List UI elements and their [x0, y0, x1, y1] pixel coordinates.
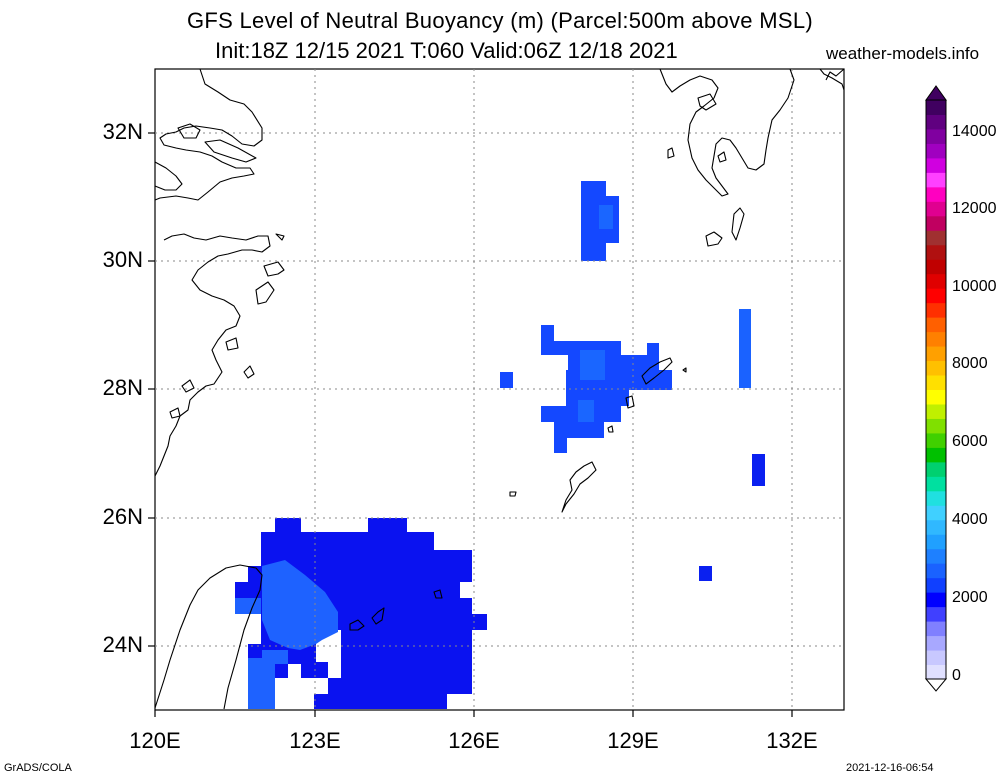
colorbar-segment — [926, 577, 946, 593]
lon-label-120e: 120E — [129, 728, 181, 753]
lon-label-132e: 132E — [766, 728, 818, 753]
buoyancy-shading — [235, 181, 765, 709]
colorbar-segment — [926, 114, 946, 130]
lon-label-123e: 123E — [289, 728, 341, 753]
footer-software: GrADS/COLA — [4, 762, 72, 774]
lat-label-28n: 28N — [102, 375, 143, 400]
site-credit: weather-models.info — [826, 44, 980, 63]
colorbar-label-10000: 10000 — [952, 278, 997, 295]
colorbar-segment — [926, 621, 946, 637]
colorbar-segment — [926, 505, 946, 521]
lat-label-32n: 32N — [102, 119, 143, 144]
colorbar-segment — [926, 128, 946, 144]
colorbar-segment — [926, 157, 946, 173]
colorbar-segment — [926, 331, 946, 347]
colorbar-label-12000: 12000 — [952, 200, 997, 217]
lat-label-30n: 30N — [102, 247, 143, 272]
colorbar-segment — [926, 288, 946, 304]
colorbar-label-2000: 2000 — [952, 589, 988, 606]
colorbar-label-6000: 6000 — [952, 433, 988, 450]
colorbar-segment — [926, 143, 946, 159]
colorbar-segment — [926, 664, 946, 680]
colorbar-segment — [926, 418, 946, 434]
lon-label-129e: 129E — [607, 728, 659, 753]
colorbar-segment — [926, 375, 946, 390]
colorbar-label-14000: 14000 — [952, 123, 997, 140]
colorbar-segment — [926, 389, 946, 405]
colorbar-segment — [926, 650, 946, 666]
lat-label-24n: 24N — [102, 632, 143, 657]
colorbar-label-8000: 8000 — [952, 355, 988, 372]
lon-label-126e: 126E — [448, 728, 500, 753]
colorbar-segment — [926, 461, 946, 477]
colorbar-segment — [926, 230, 946, 246]
colorbar-segment — [926, 563, 946, 579]
colorbar-segment — [926, 100, 946, 115]
coastlines — [154, 68, 845, 710]
colorbar-segment — [926, 360, 946, 376]
colorbar-segment — [926, 346, 946, 362]
colorbar-segment — [926, 244, 946, 260]
colorbar-label-4000: 4000 — [952, 511, 988, 528]
colorbar-segment — [926, 548, 946, 564]
colorbar-bottom-triangle — [924, 678, 948, 692]
colorbar-segment — [926, 317, 946, 333]
colorbar-segment — [926, 476, 946, 492]
footer-timestamp: 2021-12-16-06:54 — [846, 762, 934, 774]
grid-lines — [155, 69, 844, 710]
colorbar-segment — [926, 302, 946, 318]
colorbar-segment — [926, 273, 946, 289]
colorbar-segment — [926, 490, 946, 506]
colorbar-segment — [926, 447, 946, 463]
chart-title: GFS Level of Neutral Buoyancy (m) (Parce… — [186, 8, 813, 33]
colorbar-segment — [926, 259, 946, 275]
colorbar-segment — [926, 403, 946, 419]
colorbar-segment — [926, 172, 946, 188]
colorbar-top-triangle — [925, 85, 947, 101]
colorbar-segment — [926, 432, 946, 448]
tick-marks — [148, 132, 793, 717]
colorbar-segment — [926, 606, 946, 622]
colorbar-segment — [926, 186, 946, 202]
lat-label-26n: 26N — [102, 504, 143, 529]
colorbar-segment — [926, 635, 946, 651]
colorbar-segment — [926, 534, 946, 550]
colorbar-segment — [926, 519, 946, 535]
colorbar-segment — [926, 215, 946, 231]
chart-subtitle: Init:18Z 12/15 2021 T:060 Valid:06Z 12/1… — [215, 38, 678, 63]
colorbar — [924, 85, 948, 692]
colorbar-segment — [926, 592, 946, 608]
colorbar-label-0: 0 — [952, 667, 961, 684]
colorbar-segment — [926, 201, 946, 217]
